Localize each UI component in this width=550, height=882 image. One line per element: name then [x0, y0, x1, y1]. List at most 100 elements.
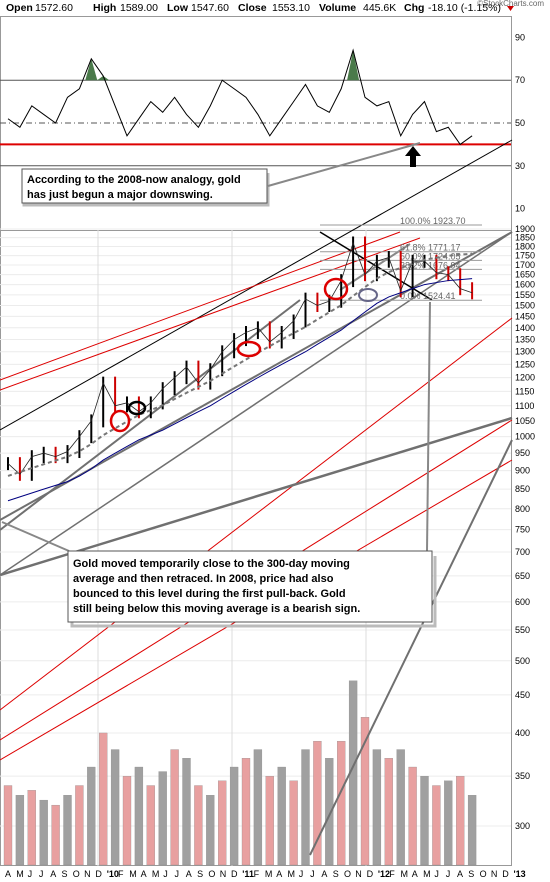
- price-tick-label: 1100: [515, 401, 534, 411]
- time-tick-label: M: [265, 869, 273, 879]
- price-tick-label: 1650: [515, 270, 535, 280]
- time-tick-label: J: [39, 869, 44, 879]
- indicator-tick-label: 30: [515, 161, 525, 171]
- price-panel: [0, 230, 512, 866]
- price-annotation: Gold moved temporarily close to the 300-…: [1, 301, 437, 628]
- fibonacci-label: 100.0% 1923.70: [400, 216, 466, 226]
- price-tick-label: 300: [515, 821, 530, 831]
- time-tick-label: N: [491, 869, 498, 879]
- time-tick-label: D: [502, 869, 509, 879]
- circle-2011-feb: [236, 340, 262, 358]
- time-tick-label: A: [50, 869, 56, 879]
- close-label: Close: [238, 2, 267, 14]
- time-tick-label: M: [401, 869, 409, 879]
- circle-2011-sep: [323, 277, 349, 301]
- high-label: High: [93, 2, 116, 14]
- trendline: [0, 231, 401, 381]
- volume-bar: [218, 780, 227, 866]
- price-annotation-pointer-left: [1, 521, 70, 552]
- time-tick-label: S: [468, 869, 474, 879]
- time-tick-label: O: [73, 869, 80, 879]
- time-tick-label: A: [186, 869, 192, 879]
- volume-bar: [408, 766, 417, 866]
- price-tick-label: 450: [515, 690, 530, 700]
- price-annotation-line-3: bounced to this level during the first p…: [73, 588, 346, 600]
- price-series: [7, 236, 474, 502]
- time-tick-label: '13: [514, 869, 526, 879]
- trendline: [0, 231, 513, 576]
- open-label: Open: [6, 2, 33, 14]
- time-tick-label: A: [457, 869, 463, 879]
- low-value: 1547.60: [191, 2, 229, 14]
- volume-bar: [241, 758, 251, 866]
- price-tick-label: 700: [515, 547, 530, 557]
- volume-bar: [3, 785, 13, 866]
- price-tick-label: 1400: [515, 323, 535, 333]
- indicator-tick-label: 50: [515, 118, 525, 128]
- volume-bar: [122, 775, 132, 866]
- price-tick-label: 750: [515, 525, 530, 535]
- time-tick-label: A: [321, 869, 327, 879]
- price-tick-label: 1900: [515, 224, 535, 234]
- volume-bar: [146, 785, 155, 866]
- price-tick-label: 1550: [515, 290, 535, 300]
- time-tick-label: '11: [242, 869, 254, 879]
- rsi-annotation-pointer: [267, 142, 421, 187]
- chg-value: -18.10 (-1.15%): [428, 2, 501, 14]
- price-tick-label: 400: [515, 728, 530, 738]
- time-tick-label: J: [175, 869, 180, 879]
- volume-bar: [110, 749, 120, 866]
- price-annotation-box: [67, 550, 433, 623]
- chg-label: Chg: [404, 2, 424, 14]
- volume-bar: [27, 790, 36, 866]
- price-tick-label: 1450: [515, 311, 535, 321]
- up-arrow-icon: [405, 146, 421, 167]
- time-tick-label: J: [28, 869, 32, 879]
- price-tick-label: 650: [515, 571, 530, 581]
- fibonacci-label: 50.0% 1724.05: [400, 251, 461, 261]
- volume-bar: [51, 804, 60, 866]
- price-tick-label: 500: [515, 656, 530, 666]
- volume-bar: [277, 766, 286, 866]
- rsi-annotation: According to the 2008-now analogy, gold …: [21, 142, 421, 207]
- price-tick-label: 1250: [515, 359, 535, 369]
- time-tick-label: '12: [378, 869, 390, 879]
- volume-bar: [265, 775, 274, 866]
- indicator-overbought-fill: [97, 75, 110, 81]
- price-tick-label: 950: [515, 448, 530, 458]
- indicator-series: [7, 48, 473, 146]
- volume-bar: [158, 771, 167, 866]
- circle-2010-black: [127, 400, 147, 416]
- volume-bar: [206, 795, 215, 866]
- time-tick-label: '10: [107, 869, 119, 879]
- price-line: [7, 241, 473, 475]
- volume-bar: [289, 780, 298, 866]
- volume-bar: [384, 758, 393, 866]
- volume-bar: [87, 766, 96, 866]
- volume-bar: [75, 785, 84, 866]
- volume-bar: [229, 766, 239, 866]
- price-annotation-pointer-right: [426, 301, 431, 552]
- close-value: 1553.10: [272, 2, 310, 14]
- time-tick-label: J: [299, 869, 304, 879]
- volume-bar: [444, 780, 453, 866]
- price-tick-label: 600: [515, 597, 530, 607]
- volume-bar: [456, 775, 465, 866]
- time-tick-label: N: [220, 869, 227, 879]
- price-annotation-line-4: still being below this moving average is…: [73, 603, 360, 615]
- time-tick-label: S: [197, 869, 203, 879]
- trendline: [0, 317, 513, 711]
- volume-bar: [337, 740, 346, 866]
- time-tick-label: D: [95, 869, 102, 879]
- time-tick-label: O: [208, 869, 215, 879]
- volume-bar: [134, 766, 144, 866]
- volume-bar: [360, 717, 370, 866]
- indicator-tick-label: 70: [515, 75, 525, 85]
- time-tick-label: J: [163, 869, 168, 879]
- price-annotation-line-2: average and then retraced. In 2008, pric…: [73, 573, 334, 585]
- volume-bar: [194, 785, 203, 866]
- volume-bar: [170, 749, 179, 866]
- time-tick-label: D: [367, 869, 374, 879]
- volume-bar: [432, 785, 441, 866]
